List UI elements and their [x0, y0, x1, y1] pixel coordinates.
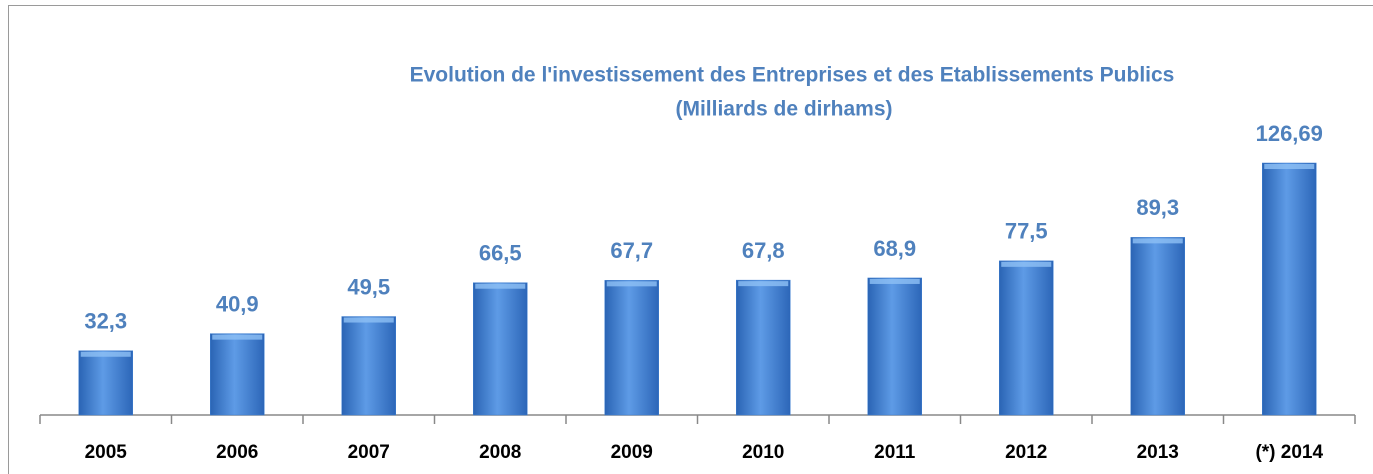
bar-cap [80, 351, 131, 357]
bar-cap [212, 334, 263, 340]
x-tick-label: 2011 [874, 442, 916, 463]
bar [604, 280, 659, 416]
chart-subtitle: (Milliards de dirhams) [675, 98, 892, 121]
bar [341, 316, 396, 416]
bar-cap [343, 317, 394, 323]
bar-cap [475, 283, 526, 289]
value-label: 40,9 [216, 291, 259, 316]
value-label: 68,9 [873, 236, 916, 261]
value-label: 66,5 [479, 241, 522, 266]
value-label: 77,5 [1005, 219, 1048, 244]
bar [210, 333, 265, 416]
x-tick-label: 2013 [1137, 442, 1179, 463]
bar-cap [1001, 261, 1052, 267]
bar [999, 260, 1054, 416]
value-label: 67,7 [610, 238, 653, 263]
value-label: 32,3 [84, 309, 127, 334]
bar [1262, 162, 1317, 416]
bar [78, 350, 133, 416]
chart-frame [8, 5, 1373, 474]
chart-title: Evolution de l'investissement des Entrep… [410, 64, 1175, 87]
value-label: 49,5 [347, 274, 390, 299]
value-label: 126,69 [1256, 121, 1323, 146]
x-tick-label: 2010 [742, 442, 784, 463]
x-tick-label: 2005 [85, 442, 128, 463]
x-tick-label: 2012 [1005, 442, 1047, 463]
bar-cap [869, 278, 920, 284]
bar [1130, 237, 1185, 416]
bar [867, 277, 922, 416]
x-tick-label: 2008 [479, 442, 521, 463]
value-label: 67,8 [742, 238, 785, 263]
bar-cap [606, 281, 657, 287]
x-tick-label: (*) 2014 [1255, 442, 1323, 463]
x-tick-label: 2007 [348, 442, 390, 463]
bar-cap [738, 281, 789, 287]
x-tick-label: 2009 [611, 442, 653, 463]
x-tick-label: 2006 [216, 442, 258, 463]
value-label: 89,3 [1136, 195, 1179, 220]
bar [736, 279, 791, 416]
bar [473, 282, 528, 416]
bar-cap [1264, 164, 1315, 169]
bar-cap [1132, 238, 1183, 244]
